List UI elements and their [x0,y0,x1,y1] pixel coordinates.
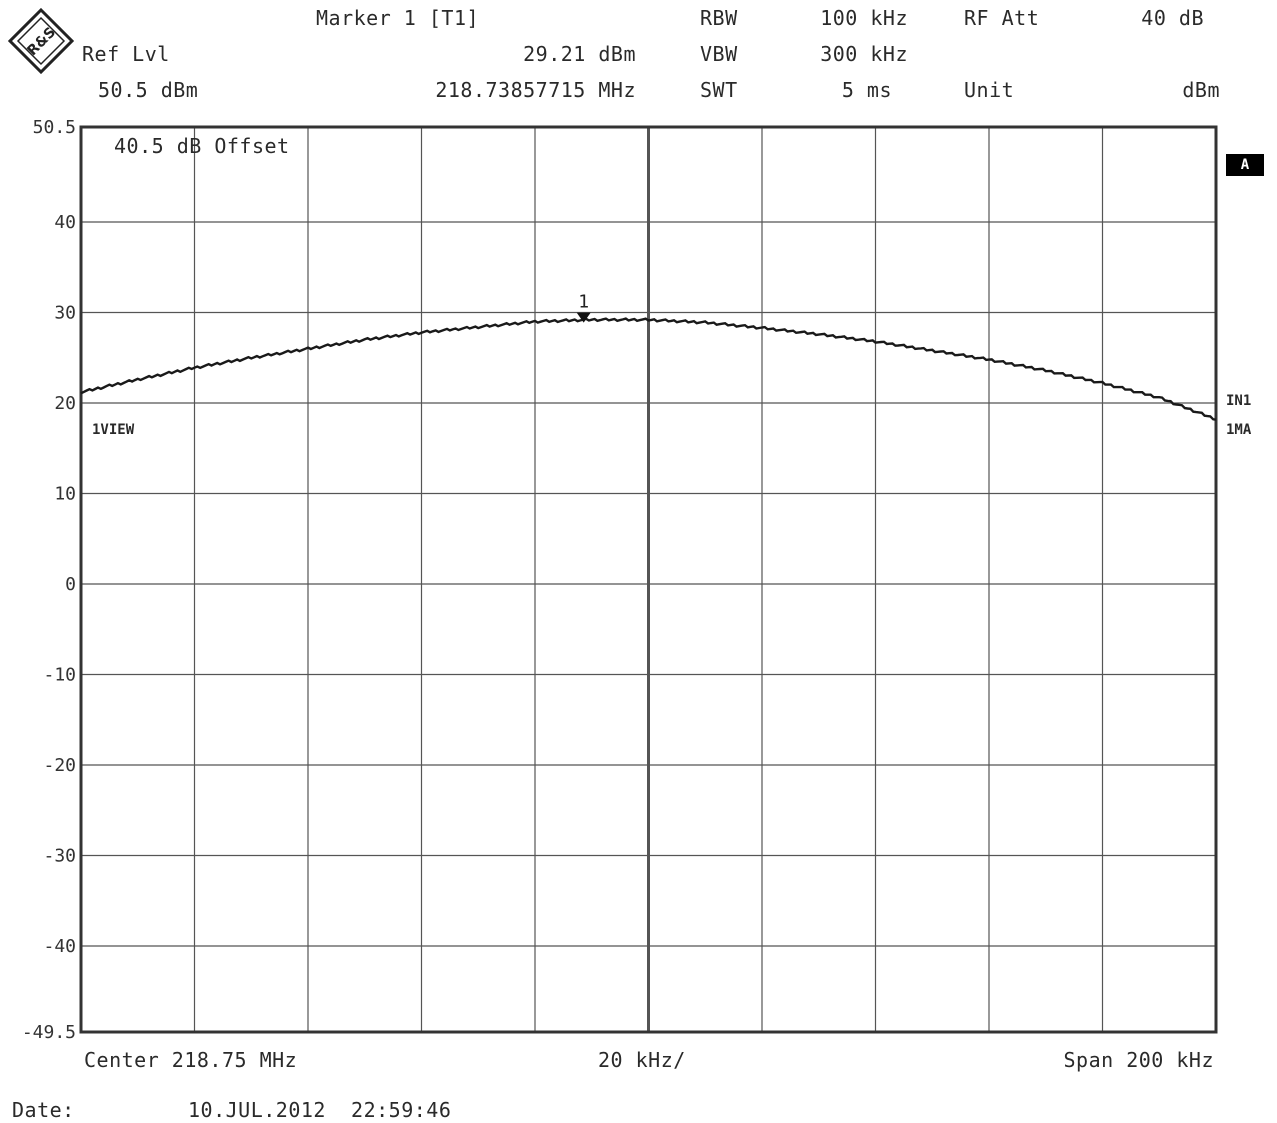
spectrum-trace [80,317,1217,421]
offset-annotation: 40.5 dB Offset [114,134,290,158]
rohde-schwarz-logo: R&S [8,8,74,74]
span: Span 200 kHz [1063,1048,1214,1072]
date-label: Date: [12,1098,75,1122]
input-label: IN1 [1226,393,1252,409]
swt-label: SWT [700,78,738,102]
y-tick-label: -30 [43,846,76,867]
trace-mode-label: 1MA [1226,422,1252,438]
frequency-per-division: 20 kHz/ [598,1048,686,1072]
unit-value: dBm [1182,78,1220,102]
y-tick-label: -10 [43,665,76,686]
unit-label: Unit [964,78,1015,102]
y-tick-label: -40 [43,936,76,957]
rf-att-label: RF Att [964,6,1040,30]
ref-level-label: Ref Lvl [82,42,170,66]
y-tick-label: 0 [65,574,76,595]
y-tick-label: 50.5 [33,117,76,138]
rf-att-value: 40 dB [1141,6,1204,30]
rbw-label: RBW [700,6,738,30]
y-tick-label: -49.5 [22,1022,76,1043]
view-label: 1VIEW [92,422,135,438]
marker-1-triangle [576,312,591,323]
marker-level: 29.21 dBm [523,42,636,66]
y-tick-label: 20 [54,393,76,414]
y-axis-tick-labels: 50.5 40 30 20 10 0 -10 -20 -30 -40 -49.5 [22,117,76,1043]
ref-level-value: 50.5 dBm [98,78,199,102]
date-value: 10.JUL.2012 22:59:46 [188,1098,452,1122]
plot-frame [79,125,1218,1034]
swt-value: 5 ms [841,78,892,102]
rbw-value: 100 kHz [820,6,908,30]
y-tick-label: 10 [54,484,76,505]
y-tick-label: 30 [54,303,76,324]
marker-frequency: 218.73857715 MHz [435,78,636,102]
vbw-label: VBW [700,42,738,66]
y-tick-label: 40 [54,212,76,233]
trace-a-badge: A [1226,154,1264,176]
grid-lines [81,127,1216,1032]
marker-title: Marker 1 [T1] [316,6,480,30]
marker-1-label: 1 [578,292,589,313]
vbw-value: 300 kHz [820,42,908,66]
y-tick-label: -20 [43,755,76,776]
center-frequency: Center 218.75 MHz [84,1048,298,1072]
